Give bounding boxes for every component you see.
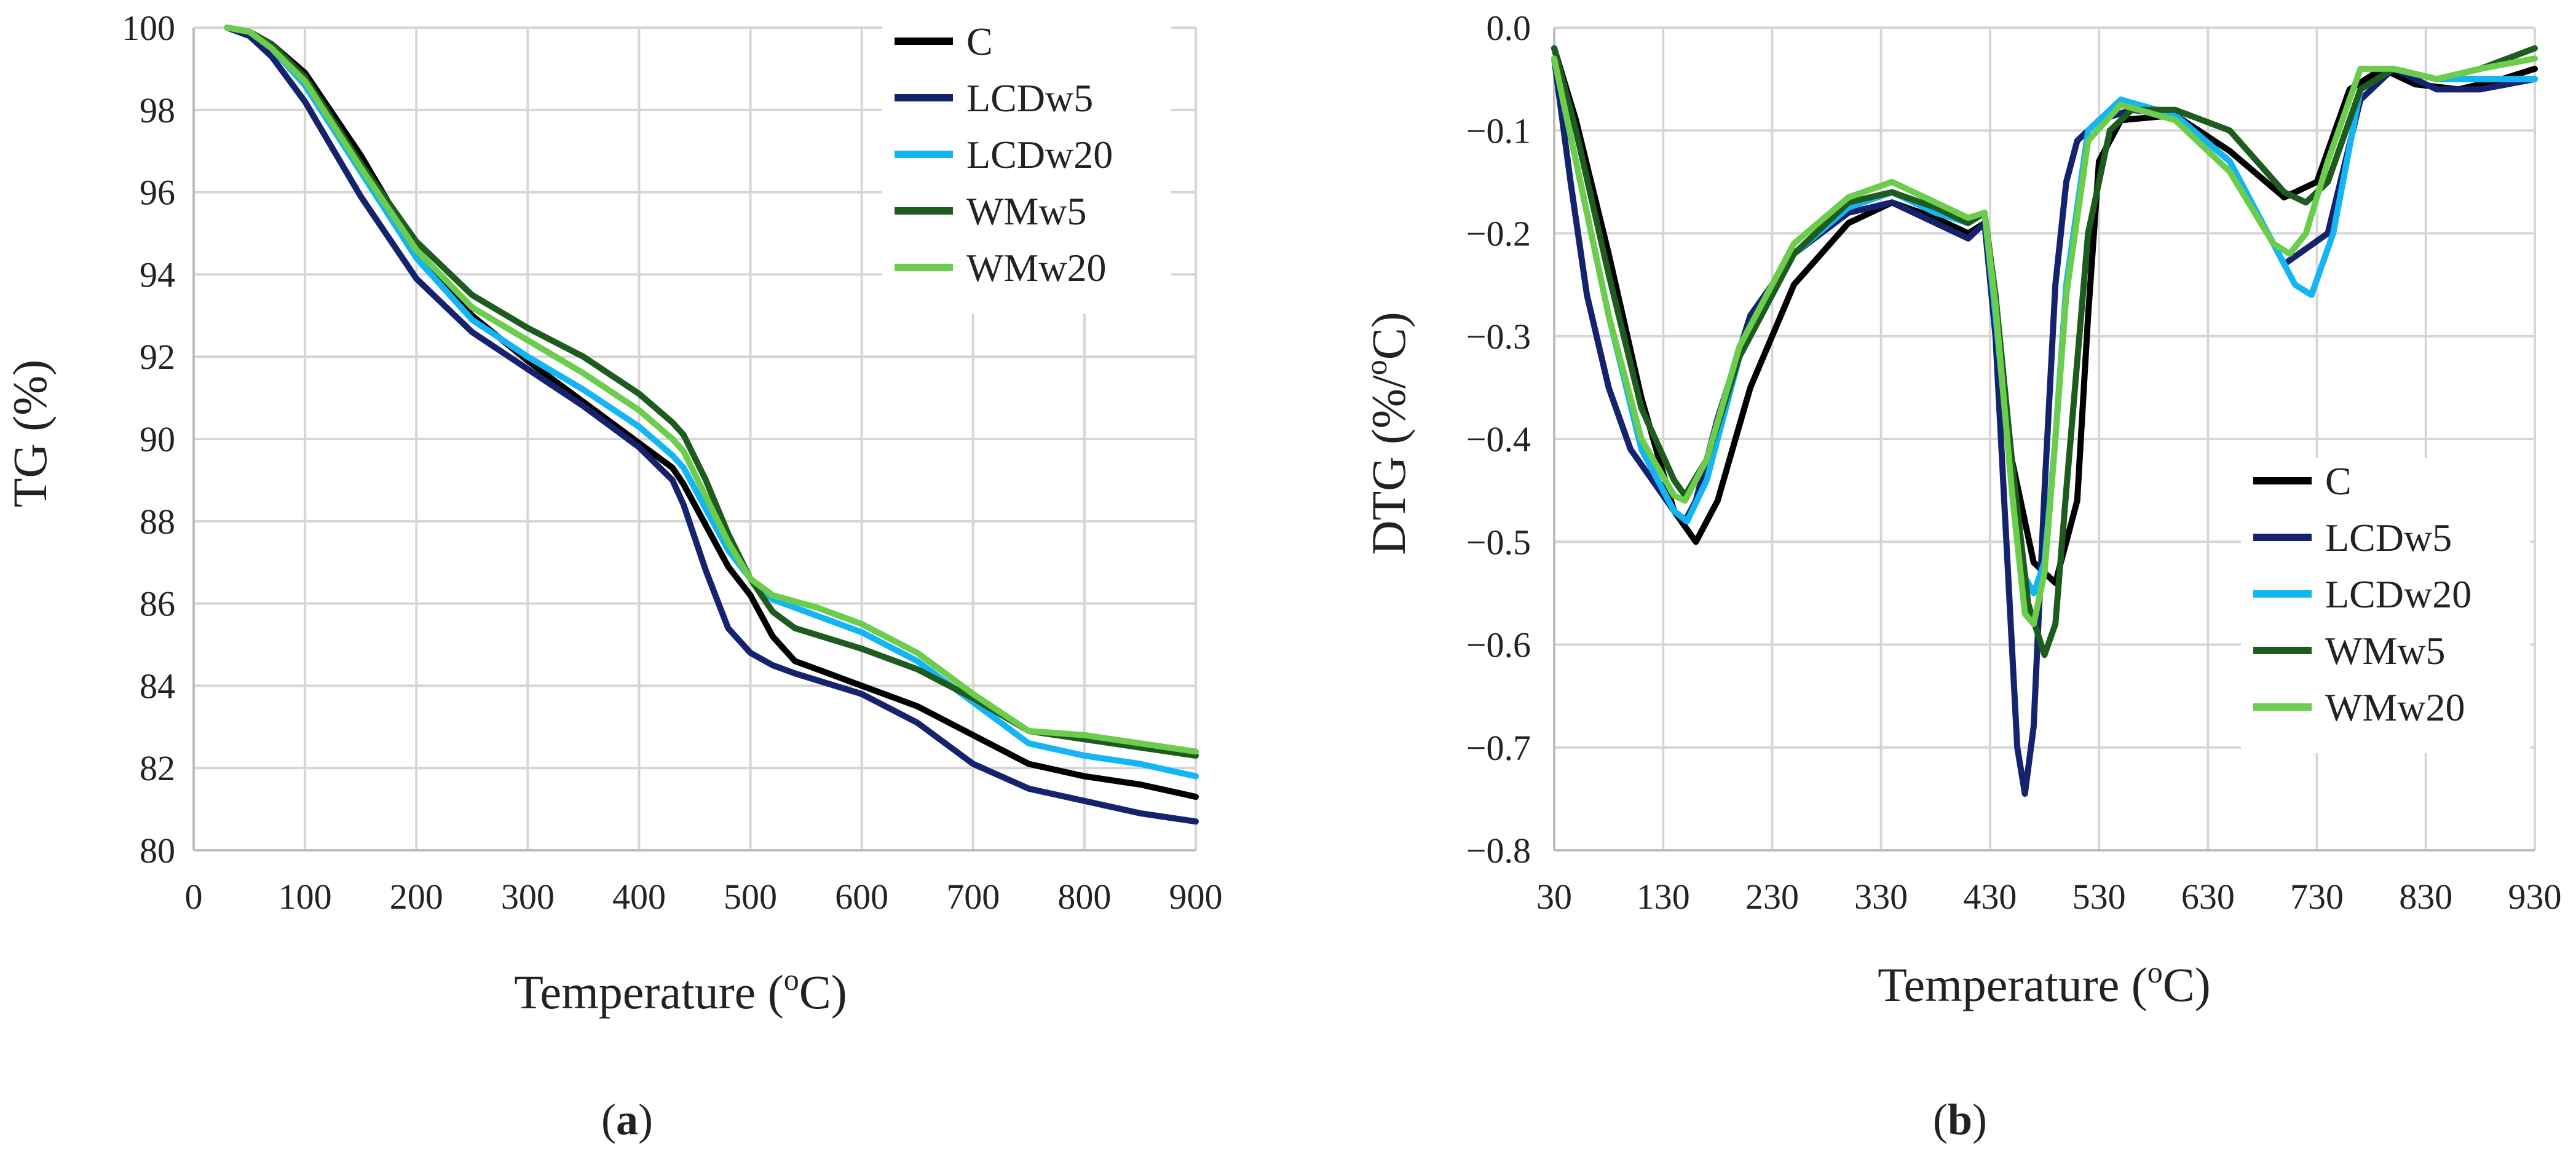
dtg-x-tick-230: 230 bbox=[1745, 877, 1799, 917]
tg-series bbox=[224, 25, 1199, 825]
tg-y-tick-90: 90 bbox=[140, 419, 175, 459]
tg-y-tick-86: 86 bbox=[140, 584, 175, 624]
dtg-y-tick--0-8: −0.8 bbox=[1466, 831, 1531, 871]
dtg-x-tick-330: 330 bbox=[1854, 877, 1908, 917]
dtg-y-tick--0-3: −0.3 bbox=[1466, 317, 1531, 357]
dtg-x-tick-30: 30 bbox=[1536, 877, 1572, 917]
dtg-legend-label-wmw5: WMw5 bbox=[2325, 629, 2446, 673]
tg-x-tick-600: 600 bbox=[835, 877, 888, 917]
tg-y-axis-label: TG (%) bbox=[3, 360, 57, 507]
tg-y-tick-92: 92 bbox=[140, 337, 175, 377]
tg-y-tick-82: 82 bbox=[140, 748, 175, 788]
tg-tick-labels: 0 100 200 300 400 500 600 700 800 900 80 82 84 86 88 90… bbox=[122, 8, 1223, 917]
tg-gridlines bbox=[192, 26, 1197, 852]
dtg-y-tick--0-6: −0.6 bbox=[1466, 625, 1531, 665]
tg-y-tick-98: 98 bbox=[140, 90, 175, 130]
tg-legend-label-lcdw20: LCDw20 bbox=[966, 133, 1113, 176]
dtg-x-tick-530: 530 bbox=[2072, 877, 2126, 917]
dtg-y-tick--0-2: −0.2 bbox=[1466, 214, 1531, 254]
tg-series-line-lcdw5 bbox=[224, 25, 1199, 825]
dtg-tick-labels: 30 130 230 330 430 530 630 730 830 930 0.0 −0.1 −0.2… bbox=[1466, 8, 2562, 917]
tg-y-tick-94: 94 bbox=[140, 255, 175, 294]
dtg-y-tick--0-7: −0.7 bbox=[1466, 728, 1531, 768]
dtg-x-tick-830: 830 bbox=[2399, 877, 2452, 917]
dtg-legend-label-lcdw5: LCDw5 bbox=[2325, 516, 2452, 559]
tg-y-tick-84: 84 bbox=[140, 666, 175, 706]
dtg-y-tick-0: 0.0 bbox=[1487, 8, 1531, 48]
dtg-legend-label-c: C bbox=[2325, 459, 2352, 503]
tg-legend-label-wmw5: WMw5 bbox=[966, 189, 1087, 233]
dtg-gridlines bbox=[1553, 26, 2536, 852]
dtg-legend: C LCDw5 LCDw20 WMw5 WMw20 bbox=[2241, 458, 2530, 753]
tg-legend-label-lcdw5: LCDw5 bbox=[966, 76, 1093, 120]
tg-series-line-wmw20 bbox=[224, 25, 1199, 755]
tg-y-tick-80: 80 bbox=[140, 831, 175, 871]
dtg-legend-label-wmw20: WMw20 bbox=[2325, 686, 2465, 729]
dtg-series-line-c bbox=[1551, 45, 2538, 587]
tg-chart: 0 100 200 300 400 500 600 700 800 900 80 82 84 86 88 90… bbox=[3, 8, 1223, 1019]
tg-x-tick-800: 800 bbox=[1057, 877, 1111, 917]
tg-y-tick-88: 88 bbox=[140, 502, 175, 542]
tg-x-tick-900: 900 bbox=[1169, 877, 1223, 917]
tg-x-tick-500: 500 bbox=[724, 877, 777, 917]
tg-legend: C LCDw5 LCDw20 WMw5 WMw20 bbox=[882, 18, 1171, 314]
dtg-x-tick-430: 430 bbox=[1963, 877, 2017, 917]
tg-series-line-c bbox=[224, 25, 1199, 800]
tg-x-tick-300: 300 bbox=[501, 877, 555, 917]
tg-x-tick-0: 0 bbox=[185, 877, 203, 917]
tg-legend-label-wmw20: WMw20 bbox=[966, 246, 1107, 290]
panel-label-b: (b) bbox=[1933, 1095, 1987, 1144]
dtg-y-tick--0-4: −0.4 bbox=[1466, 419, 1531, 459]
tg-legend-label-c: C bbox=[966, 20, 993, 63]
tg-y-tick-96: 96 bbox=[140, 173, 175, 213]
tg-y-tick-100: 100 bbox=[122, 8, 175, 48]
tg-x-tick-400: 400 bbox=[612, 877, 666, 917]
tg-x-tick-100: 100 bbox=[279, 877, 332, 917]
dtg-x-tick-630: 630 bbox=[2181, 877, 2235, 917]
dtg-x-tick-930: 930 bbox=[2508, 877, 2562, 917]
dtg-series bbox=[1551, 45, 2538, 797]
dtg-legend-label-lcdw20: LCDw20 bbox=[2325, 572, 2471, 616]
dtg-x-axis-label: Temperature (oC) bbox=[1878, 955, 2210, 1011]
dtg-chart: 30 130 230 330 430 530 630 730 830 930 0.0 −0.1 −0.2… bbox=[1359, 8, 2562, 1011]
tg-x-tick-700: 700 bbox=[946, 877, 1000, 917]
tg-x-axis-label: Temperature (oC) bbox=[514, 962, 847, 1019]
dtg-y-tick--0-5: −0.5 bbox=[1466, 522, 1531, 562]
dtg-x-tick-730: 730 bbox=[2290, 877, 2344, 917]
dtg-y-tick--0-1: −0.1 bbox=[1466, 111, 1531, 151]
dtg-series-line-wmw20 bbox=[1551, 55, 2538, 627]
dtg-y-axis-label: DTG (%/oC) bbox=[1359, 312, 1415, 555]
panel-label-a: (a) bbox=[601, 1095, 653, 1144]
dtg-x-tick-130: 130 bbox=[1637, 877, 1690, 917]
tg-x-tick-200: 200 bbox=[390, 877, 443, 917]
